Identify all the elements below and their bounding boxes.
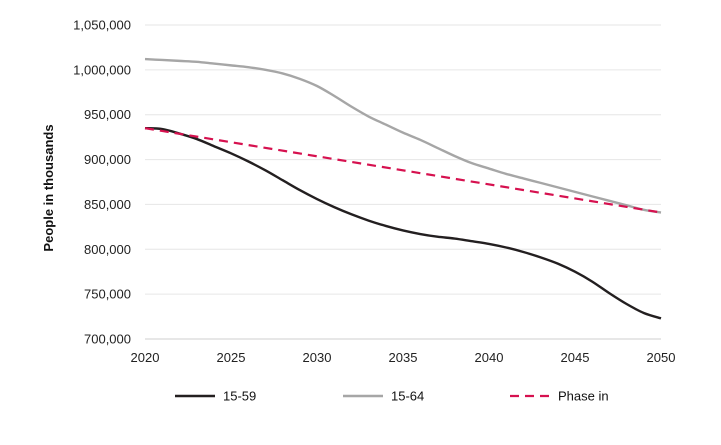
legend-label-1: 15-64 [391, 389, 424, 404]
y-axis-title: People in thousands [41, 124, 56, 251]
legend: 15-59 15-64 Phase in [175, 389, 609, 404]
y-tick-label-3: 850,000 [84, 197, 131, 212]
y-tick-label-7: 1,050,000 [73, 18, 131, 33]
y-tick-label-4: 900,000 [84, 152, 131, 167]
y-tick-label-2: 800,000 [84, 242, 131, 257]
series-lines [144, 57, 662, 320]
legend-label-2: Phase in [558, 389, 609, 404]
x-tick-labels: 2020 2025 2030 2035 2040 2045 2050 [131, 350, 676, 365]
x-tick-label-0: 2020 [131, 350, 160, 365]
x-tick-label-3: 2035 [389, 350, 418, 365]
x-tick-label-5: 2045 [561, 350, 590, 365]
x-tick-label-4: 2040 [475, 350, 504, 365]
series-line-2 [144, 127, 662, 214]
gridlines [145, 24, 661, 340]
y-tick-label-0: 700,000 [84, 332, 131, 347]
y-tick-labels: 700,000 750,000 800,000 850,000 900,000 950,0… [73, 18, 131, 347]
legend-label-0: 15-59 [223, 389, 256, 404]
y-tick-label-6: 1,000,000 [73, 62, 131, 77]
y-tick-label-1: 750,000 [84, 287, 131, 302]
x-tick-label-1: 2025 [217, 350, 246, 365]
x-tick-label-2: 2030 [303, 350, 332, 365]
series-line-0 [144, 126, 662, 320]
series-line-1 [144, 57, 662, 214]
y-tick-label-5: 950,000 [84, 107, 131, 122]
x-tick-label-6: 2050 [647, 350, 676, 365]
